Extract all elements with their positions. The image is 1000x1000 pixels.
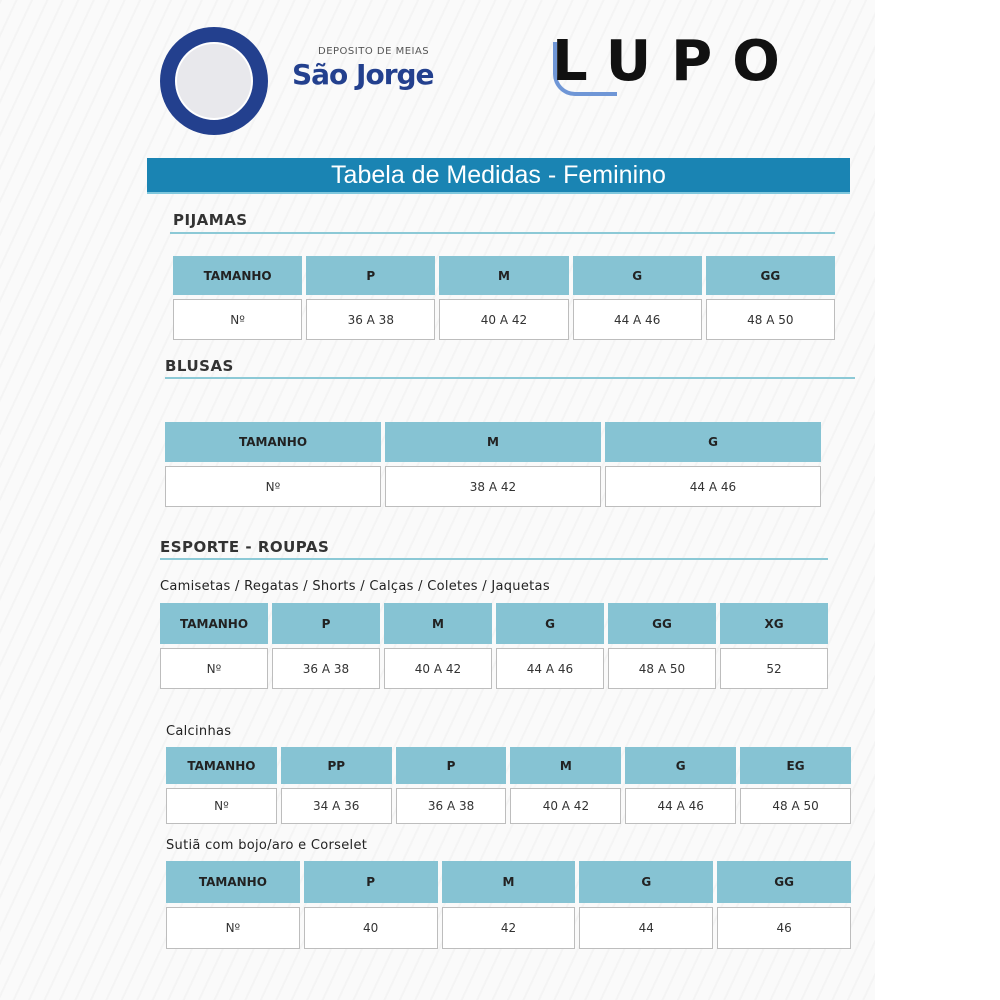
value-cell: Nº — [165, 466, 381, 507]
header-cell: G — [572, 256, 702, 295]
value-cell: 34 A 36 — [280, 788, 392, 824]
value-cell: 48 A 50 — [705, 299, 835, 340]
sao-jorge-seal-logo — [160, 27, 268, 135]
value-cell: 44 A 46 — [625, 788, 737, 824]
header-cell: P — [272, 603, 380, 644]
header-cell: EG — [740, 747, 851, 784]
lupo-logo-arc — [553, 42, 617, 96]
section-divider — [160, 558, 828, 560]
value-cell: 48 A 50 — [608, 648, 716, 689]
header-cell: GG — [705, 256, 835, 295]
value-cell: 46 — [717, 907, 851, 949]
value-cell: Nº — [173, 299, 303, 340]
sao-jorge-logo-name: São Jorge — [292, 58, 435, 91]
section-heading: ESPORTE - ROUPAS — [160, 538, 330, 556]
value-row: Nº 34 A 36 36 A 38 40 A 42 44 A 46 48 A 50 — [166, 788, 851, 824]
header-cell: P — [306, 256, 436, 295]
value-cell: 40 A 42 — [510, 788, 622, 824]
value-cell: 40 A 42 — [439, 299, 569, 340]
page-title: Tabela de Medidas - Feminino — [147, 158, 850, 194]
section-divider — [165, 377, 855, 379]
header-cell: M — [384, 603, 492, 644]
value-cell: Nº — [166, 788, 277, 824]
value-cell: Nº — [166, 907, 300, 949]
value-row: Nº 36 A 38 40 A 42 44 A 46 48 A 50 52 — [160, 648, 828, 689]
table-label: Camisetas / Regatas / Shorts / Calças / … — [160, 579, 550, 594]
value-cell: 52 — [720, 648, 828, 689]
value-cell: 44 — [579, 907, 714, 949]
seal-emblem — [175, 42, 253, 120]
value-cell: 40 A 42 — [384, 648, 492, 689]
size-table: TAMANHO P M G GG Nº 40 42 44 46 — [162, 857, 855, 953]
header-row: TAMANHO M G — [165, 422, 821, 462]
value-row: Nº 38 A 42 44 A 46 — [165, 466, 821, 507]
header-row: TAMANHO P M G GG XG — [160, 603, 828, 644]
size-table: TAMANHO PP P M G EG Nº 34 A 36 36 A 38 40 A 42 44 … — [162, 743, 855, 828]
value-cell: 38 A 42 — [385, 466, 601, 507]
value-cell: 40 — [303, 907, 438, 949]
header-cell: TAMANHO — [165, 422, 381, 462]
header-cell: GG — [717, 861, 851, 903]
value-cell: 42 — [441, 907, 576, 949]
header-cell: XG — [720, 603, 828, 644]
value-cell: 44 A 46 — [572, 299, 702, 340]
value-row: Nº 36 A 38 40 A 42 44 A 46 48 A 50 — [173, 299, 835, 340]
header-cell: M — [439, 256, 569, 295]
sao-jorge-logo-subtitle: DEPOSITO DE MEIAS — [318, 46, 430, 57]
value-cell: Nº — [160, 648, 268, 689]
header-cell: G — [579, 861, 714, 903]
header-cell: TAMANHO — [173, 256, 303, 295]
header-row: TAMANHO P M G GG — [173, 256, 835, 295]
section-divider — [170, 232, 835, 234]
header-cell: TAMANHO — [166, 861, 300, 903]
value-cell: 44 A 46 — [496, 648, 604, 689]
value-row: Nº 40 42 44 46 — [166, 907, 851, 949]
header-cell: M — [441, 861, 576, 903]
header-row: TAMANHO P M G GG — [166, 861, 851, 903]
size-table: TAMANHO P M G GG Nº 36 A 38 40 A 42 44 A 46 48 A … — [169, 252, 839, 344]
header-cell: G — [605, 422, 821, 462]
value-cell: 36 A 38 — [306, 299, 436, 340]
section-heading: BLUSAS — [165, 357, 234, 375]
value-cell: 36 A 38 — [272, 648, 380, 689]
table-label: Calcinhas — [166, 724, 232, 739]
header-cell: G — [496, 603, 604, 644]
size-table: TAMANHO P M G GG XG Nº 36 A 38 40 A 42 44 A 46 48 … — [156, 599, 832, 693]
header-cell: GG — [608, 603, 716, 644]
header-cell: TAMANHO — [166, 747, 277, 784]
header-cell: P — [303, 861, 438, 903]
lupo-logo: LUPO — [552, 29, 800, 94]
header-cell: PP — [280, 747, 392, 784]
header-cell: G — [625, 747, 737, 784]
header-cell: M — [510, 747, 622, 784]
header-cell: P — [395, 747, 507, 784]
header-row: TAMANHO PP P M G EG — [166, 747, 851, 784]
value-cell: 48 A 50 — [740, 788, 851, 824]
section-heading: PIJAMAS — [173, 211, 248, 229]
header-cell: M — [385, 422, 601, 462]
table-label: Sutiã com bojo/aro e Corselet — [166, 838, 368, 853]
size-table: TAMANHO M G Nº 38 A 42 44 A 46 — [161, 418, 825, 511]
value-cell: 36 A 38 — [395, 788, 507, 824]
value-cell: 44 A 46 — [605, 466, 821, 507]
header-cell: TAMANHO — [160, 603, 268, 644]
